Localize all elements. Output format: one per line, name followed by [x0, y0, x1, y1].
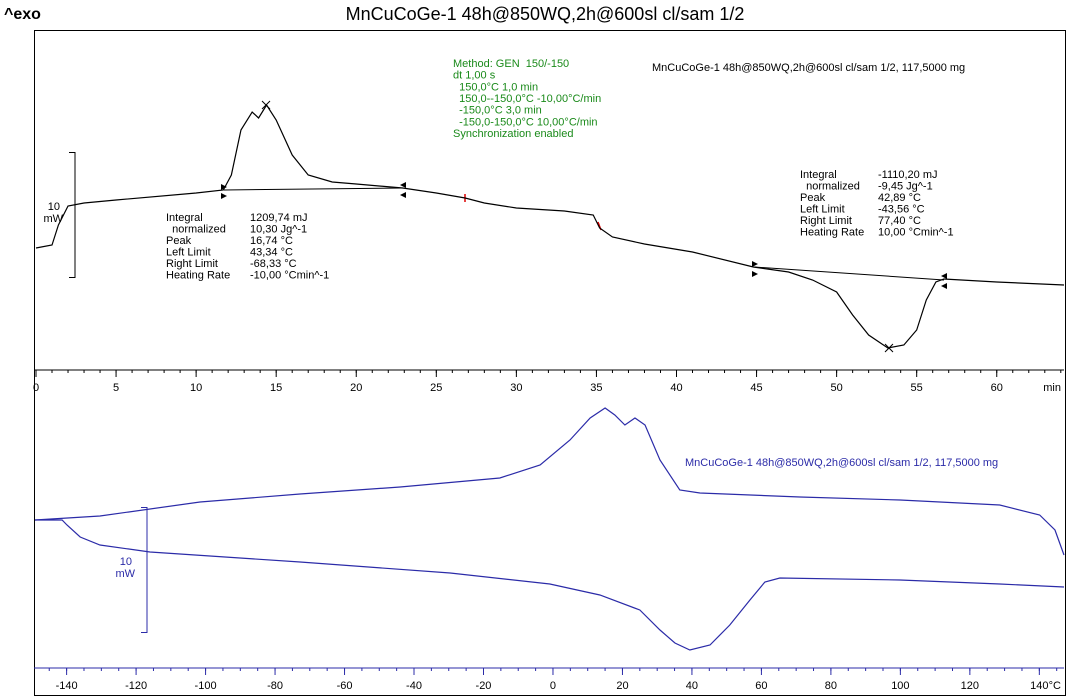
x-tick-label: 35 — [590, 382, 602, 394]
x-tick-label: 25 — [430, 382, 442, 394]
integral-label: Peak — [800, 192, 826, 204]
title: MnCuCoGe-1 48h@850WQ,2h@600sl cl/sam 1/2 — [346, 4, 745, 24]
scale-bar-unit: mW — [43, 213, 63, 225]
integral-value: -1110,20 mJ — [878, 169, 938, 181]
integral-value: 10,30 Jg^-1 — [250, 223, 307, 235]
x-tick-label: -40 — [406, 680, 422, 692]
integral-label: Right Limit — [166, 258, 218, 270]
method-line: dt 1,00 s — [453, 70, 496, 82]
integral-label: Peak — [166, 235, 192, 247]
x-tick-label: 20 — [616, 680, 628, 692]
scale-bar — [69, 152, 76, 278]
method-line: 150,0°C 1,0 min — [453, 81, 538, 93]
x-tick-label: 40 — [670, 382, 682, 394]
x-tick-label: 80 — [825, 680, 837, 692]
method-line: -150,0-150,0°C 10,00°C/min — [453, 116, 598, 128]
integral-value: 43,34 °C — [250, 246, 293, 258]
x-tick-label: -20 — [476, 680, 492, 692]
x-tick-label: 120 — [961, 680, 979, 692]
limit-markers — [221, 182, 947, 289]
integral-label: Right Limit — [800, 215, 852, 227]
x-tick-label: -80 — [267, 680, 283, 692]
x-tick-label: -120 — [125, 680, 147, 692]
scale-bar-label: 10 — [48, 201, 60, 213]
integral-value: 1209,74 mJ — [250, 212, 307, 224]
x-tick-label: 15 — [270, 382, 282, 394]
x-tick-label: 45 — [750, 382, 762, 394]
x-tick-label: 20 — [350, 382, 362, 394]
x-tick-label: -140 — [56, 680, 78, 692]
method-line: -150,0°C 3,0 min — [453, 105, 542, 117]
x-axis-unit: °C — [1049, 680, 1061, 692]
curve — [35, 519, 1065, 651]
integral-value: -43,56 °C — [878, 203, 925, 215]
x-tick-label: 10 — [190, 382, 202, 394]
x-tick-label: -100 — [195, 680, 217, 692]
exo-label: ^exo — [4, 6, 41, 23]
sample-label: MnCuCoGe-1 48h@850WQ,2h@600sl cl/sam 1/2… — [652, 62, 965, 74]
method-line: 150,0--150,0°C -10,00°C/min — [453, 93, 601, 105]
scale-bar-unit: mW — [115, 568, 135, 580]
x-tick-label: 0 — [550, 680, 556, 692]
x-tick-label: 100 — [891, 680, 909, 692]
integral-label: Integral — [166, 212, 203, 224]
integral-value: -10,00 °Cmin^-1 — [250, 269, 329, 281]
method-line: Synchronization enabled — [453, 128, 573, 140]
integral-value: 77,40 °C — [878, 215, 921, 227]
integral-label: Left Limit — [800, 203, 845, 215]
x-tick-label: 50 — [830, 382, 842, 394]
integral-value: -9,45 Jg^-1 — [878, 180, 933, 192]
x-tick-label: 5 — [113, 382, 119, 394]
x-tick-label: 40 — [686, 680, 698, 692]
x-tick-label: 140 — [1030, 680, 1048, 692]
x-tick-label: 0 — [33, 382, 39, 394]
method-line: Method: GEN 150/-150 — [453, 58, 569, 70]
x-axis-unit: min — [1043, 382, 1061, 394]
x-tick-label: -60 — [337, 680, 353, 692]
integral-label: Left Limit — [166, 246, 211, 258]
x-tick-label: 60 — [991, 382, 1003, 394]
baseline — [753, 266, 945, 281]
baseline — [223, 187, 404, 191]
scale-bar-label: 10 — [120, 556, 132, 568]
integral-value: 16,74 °C — [250, 235, 293, 247]
integral-label: Heating Rate — [166, 269, 230, 281]
integral-label: normalized — [166, 223, 226, 235]
integral-value: 10,00 °Cmin^-1 — [878, 226, 954, 238]
x-tick-label: 55 — [911, 382, 923, 394]
sample-label: MnCuCoGe-1 48h@850WQ,2h@600sl cl/sam 1/2… — [685, 457, 998, 469]
integral-label: normalized — [800, 180, 860, 192]
integral-value: -68,33 °C — [250, 258, 297, 270]
curve — [35, 103, 1065, 349]
scale-bar — [141, 507, 148, 633]
frame — [34, 30, 1066, 696]
x-tick-label: 30 — [510, 382, 522, 394]
integral-label: Integral — [800, 169, 837, 181]
integral-value: 42,89 °C — [878, 192, 921, 204]
integral-label: Heating Rate — [800, 226, 864, 238]
curve — [34, 407, 1065, 556]
x-tick-label: 60 — [755, 680, 767, 692]
